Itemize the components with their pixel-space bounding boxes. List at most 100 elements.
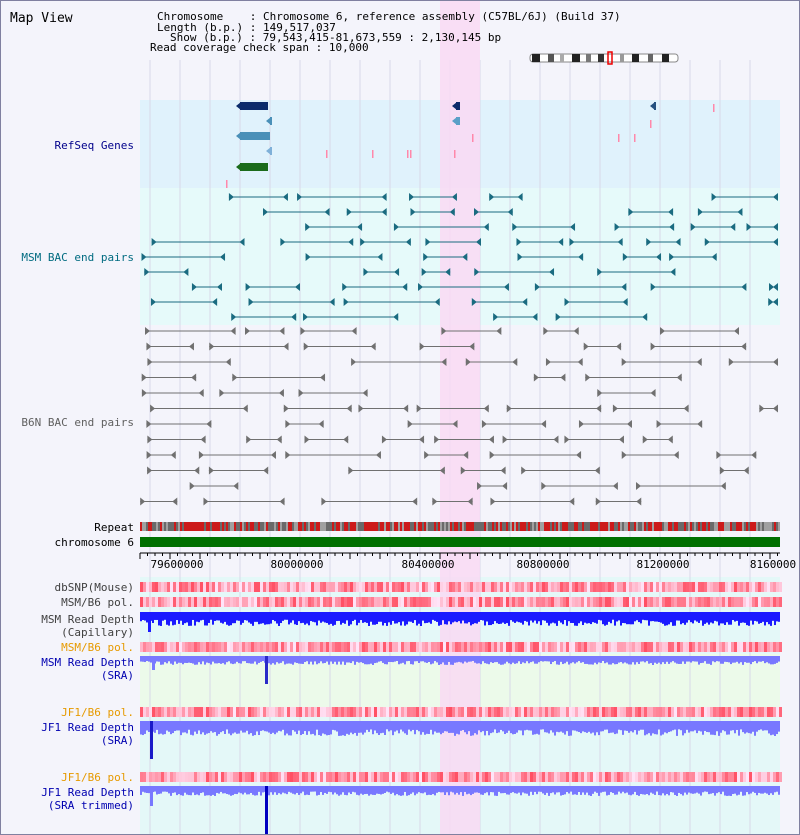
msm-pol-heat-cell: [332, 597, 335, 607]
repeat-segment: [354, 522, 356, 531]
jf1-depth-trimmed-bar: [694, 786, 696, 794]
msm-depth-sra-bar: [376, 656, 378, 663]
track-label-jf1-pol-1[interactable]: JF1/B6 pol.: [61, 706, 134, 719]
msm-depth-sra-bar: [252, 656, 254, 664]
msm-depth-capillary-bar: [238, 612, 240, 621]
jf1-depth-sra-bar: [252, 721, 254, 736]
jf1-depth-trimmed-bar: [244, 786, 246, 793]
msm-depth-sra-bar: [256, 656, 258, 665]
msm-depth-capillary-bar: [414, 612, 416, 621]
jf1-pol-heat-cell: [620, 707, 623, 717]
jf1-depth-sra-bar: [468, 721, 470, 732]
jf1-depth-sra-bar: [448, 721, 450, 733]
jf1-depth-sra-bar: [586, 721, 588, 733]
jf1-depth-trimmed-bar: [350, 786, 352, 795]
jf1-depth-sra-bar: [710, 721, 712, 735]
jf1-depth-sra-bar: [510, 721, 512, 734]
msm-depth-sra-bar: [640, 656, 642, 662]
msm-pol-heat-cell: [167, 597, 170, 607]
jf1-depth-sra-bar: [734, 721, 736, 734]
msm-bac-pair-end: [425, 238, 431, 246]
repeat-segment: [154, 522, 156, 531]
msm-depth-sra-bar: [556, 656, 558, 665]
track-label-chromosome[interactable]: chromosome 6: [54, 536, 134, 549]
jf1-depth-trimmed-bar: [342, 786, 344, 793]
repeat-segment: [500, 522, 502, 531]
repeat-segment: [714, 522, 716, 531]
jf1-depth-trimmed-bar: [736, 786, 738, 796]
msm-pol-sra-heat-cell: [554, 642, 557, 652]
msm-pol-sra-heat-cell: [416, 642, 419, 652]
msm-pol-sra-heat-cell: [164, 642, 167, 652]
jf1-depth-sra-bar: [524, 721, 526, 731]
msm-pol-heat-cell: [503, 597, 506, 607]
jf1-depth-sra-bar: [228, 721, 230, 734]
jf1-pol-trimmed-heat-cell: [422, 772, 425, 782]
jf1-depth-sra-bar: [284, 721, 286, 736]
repeat-segment: [614, 522, 616, 531]
track-label-b6n-bac[interactable]: B6N BAC end pairs: [21, 416, 134, 429]
track-label-msm-pol-1[interactable]: MSM/B6 pol.: [61, 596, 134, 609]
jf1-depth-trimmed-bar: [336, 786, 338, 795]
b6n-bac-pair-end: [276, 435, 282, 444]
ideogram-band: [648, 54, 653, 62]
dbsnp-heat-cell: [314, 582, 317, 592]
jf1-pol-heat-cell: [272, 707, 275, 717]
repeat-segment: [542, 522, 544, 531]
jf1-pol-trimmed-heat-cell: [599, 772, 602, 782]
jf1-depth-trimmed-bar: [522, 786, 524, 793]
jf1-depth-trimmed-bar: [510, 786, 512, 793]
jf1-depth-sra-bar: [270, 721, 272, 734]
track-label-refseq[interactable]: RefSeq Genes: [54, 139, 134, 152]
msm-depth-sra-bar: [242, 656, 244, 662]
msm-depth-sra-bar: [564, 656, 566, 664]
msm-depth-sra-bar: [360, 656, 362, 663]
repeat-segment: [398, 522, 400, 531]
repeat-segment: [676, 522, 678, 531]
track-label-msm-bac[interactable]: MSM BAC end pairs: [21, 251, 134, 264]
repeat-segment: [690, 522, 692, 531]
msm-bac-pair-end: [191, 283, 197, 291]
jf1-pol-trimmed-heat-cell: [569, 772, 572, 782]
jf1-pol-heat-cell: [557, 707, 560, 717]
msm-pol-sra-heat-cell: [317, 642, 320, 652]
repeat-segment: [168, 522, 170, 531]
dbsnp-heat-cell: [506, 582, 509, 592]
track-label-repeat[interactable]: Repeat: [94, 521, 134, 534]
dbsnp-heat-cell: [392, 582, 395, 592]
jf1-depth-trimmed-bar: [714, 786, 716, 796]
track-label-jf1-depth-trimmed[interactable]: JF1 Read Depth: [41, 786, 134, 799]
jf1-depth-trimmed-bar: [726, 786, 728, 796]
jf1-depth-trimmed-bar: [672, 786, 674, 793]
msm-bac-pair-end: [449, 208, 455, 216]
track-label-dbsnp[interactable]: dbSNP(Mouse): [54, 581, 134, 594]
msm-pol-sra-heat-cell: [173, 642, 176, 652]
jf1-pol-heat-cell: [476, 707, 479, 717]
track-label-jf1-depth-sra[interactable]: JF1 Read Depth: [41, 721, 134, 734]
track-label-msm-pol-2[interactable]: MSM/B6 pol.: [61, 641, 134, 654]
jf1-pol-heat-cell: [539, 707, 542, 717]
msm-pol-heat-cell: [239, 597, 242, 607]
jf1-pol-heat-cell: [503, 707, 506, 717]
msm-pol-sra-heat-cell: [473, 642, 476, 652]
dbsnp-heat-cell: [680, 582, 683, 592]
msm-pol-sra-heat-cell: [743, 642, 746, 652]
track-label-msm-depth-capillary[interactable]: MSM Read Depth: [41, 613, 134, 626]
b6n-bac-pair-end: [362, 389, 368, 397]
dbsnp-heat-cell: [689, 582, 692, 592]
track-label-jf1-pol-2[interactable]: JF1/B6 pol.: [61, 771, 134, 784]
dbsnp-heat-cell: [509, 582, 512, 592]
msm-bac-pair-end: [532, 313, 538, 321]
msm-depth-sra-bar: [520, 656, 522, 664]
msm-bac-pair-end: [656, 253, 662, 261]
jf1-depth-trimmed-bar: [242, 786, 244, 795]
track-label-msm-depth-sra[interactable]: MSM Read Depth: [41, 656, 134, 669]
jf1-depth-trimmed-bar: [548, 786, 550, 796]
jf1-depth-trimmed-bar: [354, 786, 356, 793]
dbsnp-heat-cell: [473, 582, 476, 592]
jf1-depth-sra-bar: [338, 721, 340, 736]
jf1-pol-heat-cell: [302, 707, 305, 717]
b6n-bac-pair-end: [298, 389, 304, 397]
msm-depth-capillary-bar: [350, 612, 352, 625]
